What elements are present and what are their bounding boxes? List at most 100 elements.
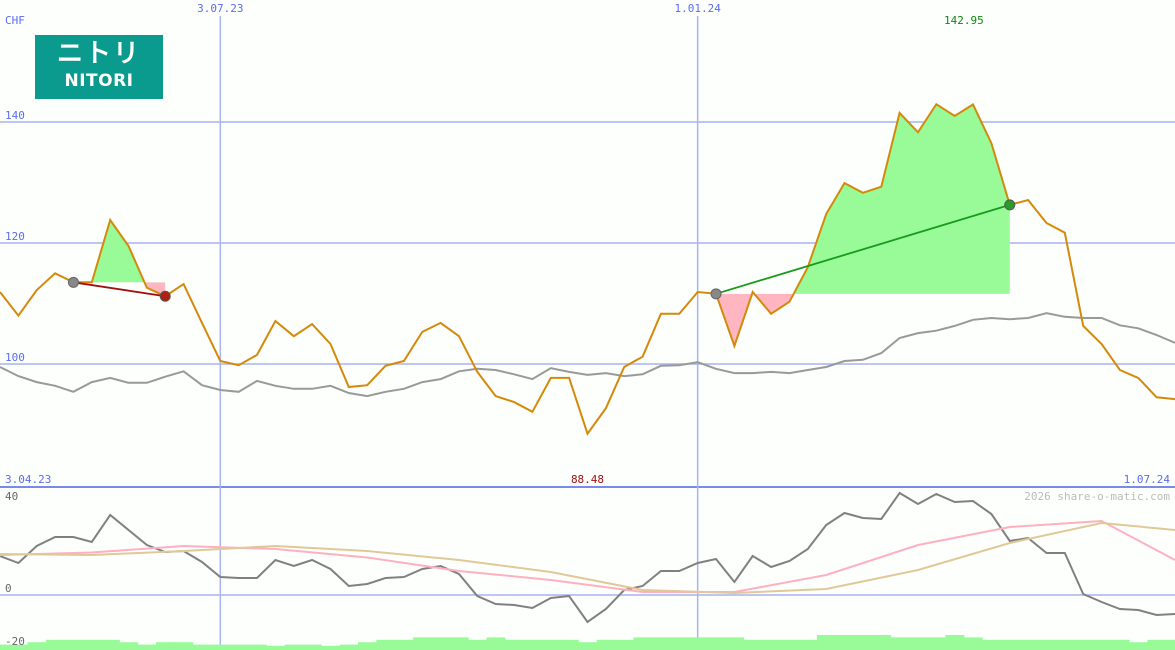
range-end-label: 1.07.24 (1124, 473, 1171, 486)
volume-bar (156, 642, 175, 650)
volume-bar (633, 637, 653, 650)
volume-bar (394, 639, 414, 650)
average-fast-line (0, 519, 1175, 593)
volume-bar (137, 644, 157, 650)
trade-fills (73, 104, 1010, 346)
volume-bar (945, 635, 965, 650)
benchmark-line (0, 312, 1175, 398)
trade-markers (67, 199, 1016, 302)
volume-bar (1074, 639, 1093, 650)
volume-bar (376, 639, 396, 650)
max-value-label: 142.95 (944, 14, 984, 27)
volume-bar (578, 642, 598, 650)
volume-bar (82, 639, 102, 650)
gain-area (716, 104, 1010, 294)
nitori-logo: ニトリ NITORI (35, 35, 163, 99)
loss-area (716, 293, 1010, 346)
volume-bar (100, 639, 120, 650)
osc-tick-label: 40 (5, 490, 18, 503)
watermark: 2026 share-o-matic.com (1024, 490, 1170, 503)
volume-bar (45, 639, 65, 650)
volume-bar (780, 639, 800, 650)
price-line (0, 102, 1175, 436)
volume-bar (64, 639, 84, 650)
volume-bar (449, 637, 469, 650)
volume-bar (284, 644, 304, 650)
volume-bar (9, 644, 29, 650)
volume-bar (27, 642, 47, 650)
volume-bar (302, 644, 322, 650)
grid (0, 16, 1175, 650)
volume-bar (339, 644, 359, 650)
osc-tick-label: 0 (5, 582, 12, 595)
volume-bar (358, 642, 377, 650)
volume-bar (1018, 639, 1038, 650)
volume-bar (1165, 639, 1175, 650)
volume-bar (706, 637, 726, 650)
volume-bar (211, 644, 230, 650)
volume-bar (963, 637, 983, 650)
volume-bar (872, 635, 891, 650)
volume-bar (174, 642, 194, 650)
volume-bar (486, 637, 506, 650)
volume-bar (816, 635, 836, 650)
volume-bar (541, 639, 561, 650)
volume-bar (853, 635, 873, 650)
volume-bar (890, 637, 910, 650)
volume-bar (523, 639, 543, 650)
trade-line (715, 204, 1011, 295)
volume-bar (229, 644, 249, 650)
trade-entry-marker (710, 288, 722, 300)
volume-bar (1000, 639, 1020, 650)
volume-bar (119, 642, 139, 650)
volume-bar (1147, 639, 1167, 650)
volume-bar (192, 644, 212, 650)
date-label: 1.01.24 (674, 2, 721, 15)
loss-area (73, 282, 166, 297)
volume-bar (743, 639, 763, 650)
y-tick-label: 120 (5, 230, 25, 243)
volume-bar (835, 635, 855, 650)
volume-bar (1092, 639, 1112, 650)
trade-entry-marker (67, 276, 79, 288)
volume-bar (0, 644, 10, 650)
volume-bar (908, 637, 928, 650)
volume-bar (670, 637, 689, 650)
volume-bar (266, 645, 286, 650)
volume-bar (321, 645, 341, 650)
volume-bar (1110, 639, 1130, 650)
trade-line (73, 281, 166, 298)
y-tick-label: 100 (5, 351, 25, 364)
axis-labels: CHF 3.04.23 1.07.24 2026 share-o-matic.c… (5, 2, 1170, 648)
volume-bar (431, 637, 451, 650)
volume-bar (247, 644, 267, 650)
volume-bar (1037, 639, 1057, 650)
volume-bar (927, 637, 947, 650)
osc-tick-label: -20 (5, 635, 25, 648)
logo-text-en: NITORI (64, 71, 134, 91)
gain-area (73, 220, 166, 283)
min-value-label: 88.48 (571, 473, 604, 486)
volume-bar (1055, 639, 1075, 650)
volume-bar (596, 639, 616, 650)
series-lines (0, 102, 1175, 624)
trade-exit-marker (1004, 199, 1016, 211)
volume-bar (468, 639, 488, 650)
date-label: 3.07.23 (197, 2, 243, 15)
momentum-line (0, 491, 1175, 624)
logo-text-jp: ニトリ (56, 39, 141, 69)
y-tick-label: 140 (5, 109, 25, 122)
volume-bar (615, 639, 634, 650)
volume-bar (798, 639, 818, 650)
currency-label: CHF (5, 14, 25, 27)
volume-bar (413, 637, 432, 650)
volume-bar (982, 639, 1002, 650)
volume-bar (651, 637, 671, 650)
volume-bar (688, 637, 708, 650)
range-start-label: 3.04.23 (5, 473, 51, 486)
volume-bar (559, 639, 579, 650)
volume-bar (725, 637, 745, 650)
trade-exit-marker (159, 290, 171, 302)
